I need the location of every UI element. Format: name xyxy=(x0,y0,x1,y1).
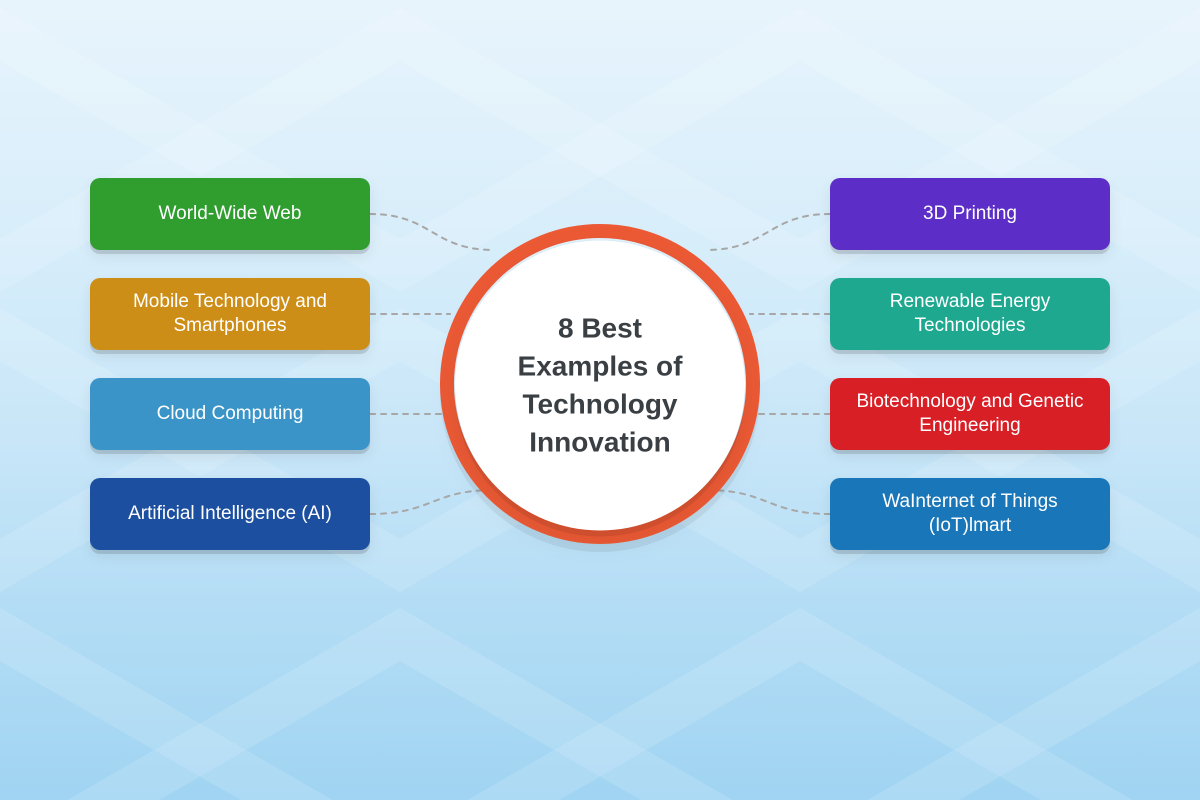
right-item-label-1: Renewable Energy Technologies xyxy=(848,290,1092,338)
center-circle: 8 Best Examples of Technology Innovation xyxy=(455,241,745,531)
left-item-0: World-Wide Web xyxy=(90,178,370,250)
right-item-label-3: WaInternet of Things (IoT)lmart xyxy=(848,490,1092,538)
center-title: 8 Best Examples of Technology Innovation xyxy=(495,310,705,461)
right-item-2: Biotechnology and Genetic Engineering xyxy=(830,378,1110,450)
right-item-0: 3D Printing xyxy=(830,178,1110,250)
left-item-label-0: World-Wide Web xyxy=(159,202,302,226)
right-item-label-0: 3D Printing xyxy=(923,202,1017,226)
right-item-label-2: Biotechnology and Genetic Engineering xyxy=(848,390,1092,438)
left-item-label-3: Artificial Intelligence (AI) xyxy=(128,502,332,526)
left-item-1: Mobile Technology and Smartphones xyxy=(90,278,370,350)
right-item-1: Renewable Energy Technologies xyxy=(830,278,1110,350)
left-item-3: Artificial Intelligence (AI) xyxy=(90,478,370,550)
left-item-label-2: Cloud Computing xyxy=(157,402,304,426)
left-item-2: Cloud Computing xyxy=(90,378,370,450)
right-item-3: WaInternet of Things (IoT)lmart xyxy=(830,478,1110,550)
left-item-label-1: Mobile Technology and Smartphones xyxy=(108,290,352,338)
